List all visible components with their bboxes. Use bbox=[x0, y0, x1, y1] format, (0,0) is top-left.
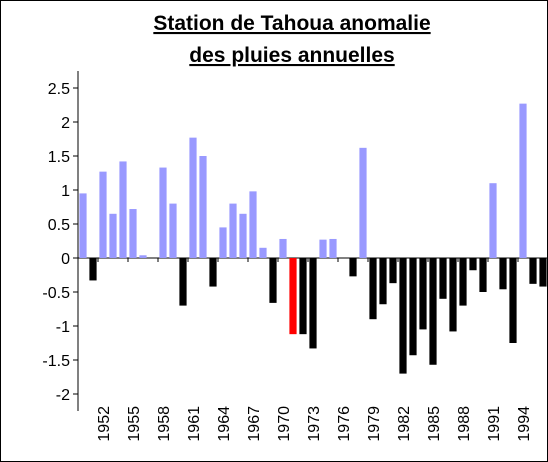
bar bbox=[349, 258, 357, 277]
bar bbox=[499, 258, 507, 290]
x-tick-label: 1955 bbox=[126, 406, 143, 442]
bar bbox=[369, 258, 377, 320]
bar bbox=[429, 258, 437, 365]
bar bbox=[129, 209, 137, 258]
y-tick-label: -1.5 bbox=[42, 353, 70, 370]
bar bbox=[529, 258, 537, 284]
bar bbox=[399, 258, 407, 374]
bar bbox=[219, 227, 227, 258]
bar bbox=[249, 191, 257, 258]
y-tick-label: -0.5 bbox=[42, 285, 70, 302]
bar bbox=[199, 156, 207, 258]
x-tick-label: 1964 bbox=[216, 406, 233, 442]
bar bbox=[99, 171, 107, 258]
bar bbox=[309, 258, 317, 349]
bar bbox=[139, 255, 147, 258]
x-tick-label: 1973 bbox=[306, 406, 323, 442]
bar bbox=[519, 103, 527, 258]
x-tick-label: 1967 bbox=[246, 406, 263, 442]
bar bbox=[289, 258, 297, 335]
bar bbox=[259, 247, 267, 258]
bar bbox=[489, 183, 497, 258]
bar bbox=[159, 167, 167, 258]
bar bbox=[509, 258, 517, 343]
bar bbox=[379, 258, 387, 305]
y-tick-label: 0.5 bbox=[48, 217, 70, 234]
x-tick-label: 1958 bbox=[156, 406, 173, 442]
bar bbox=[459, 258, 467, 306]
bar bbox=[439, 258, 447, 299]
chart-title: des pluies annuelles bbox=[189, 44, 394, 67]
bar bbox=[539, 258, 547, 287]
x-tick-label: 1976 bbox=[336, 406, 353, 442]
bar bbox=[279, 238, 287, 258]
bar bbox=[299, 258, 307, 335]
bar bbox=[79, 193, 87, 258]
bar bbox=[409, 258, 417, 356]
bar bbox=[449, 258, 457, 332]
bar bbox=[239, 213, 247, 258]
y-tick-label: -2 bbox=[56, 387, 70, 404]
x-tick-label: 1988 bbox=[456, 406, 473, 442]
y-tick-label: 2 bbox=[61, 115, 70, 132]
bar bbox=[89, 258, 97, 281]
bar bbox=[179, 258, 187, 306]
y-tick-label: 0 bbox=[61, 251, 70, 268]
x-tick-label: 1961 bbox=[186, 406, 203, 442]
y-tick-label: 1.5 bbox=[48, 149, 70, 166]
y-tick-label: 1 bbox=[61, 183, 70, 200]
bar bbox=[389, 258, 397, 284]
bar bbox=[479, 258, 487, 292]
x-tick-label: 1991 bbox=[486, 406, 503, 442]
bar bbox=[319, 239, 327, 258]
x-tick-label: 1994 bbox=[516, 406, 533, 442]
bar bbox=[269, 258, 277, 303]
bar bbox=[209, 258, 217, 287]
x-tick-label: 1982 bbox=[396, 406, 413, 442]
bar bbox=[119, 161, 127, 258]
bar bbox=[189, 137, 197, 258]
bar bbox=[169, 203, 177, 258]
y-tick-label: 2.5 bbox=[48, 81, 70, 98]
bar bbox=[469, 258, 477, 271]
bar bbox=[229, 203, 237, 258]
x-tick-label: 1979 bbox=[366, 406, 383, 442]
x-tick-label: 1970 bbox=[276, 406, 293, 442]
bar bbox=[109, 213, 117, 258]
y-tick-label: -1 bbox=[56, 319, 70, 336]
chart-title: Station de Tahoua anomalie bbox=[153, 12, 430, 35]
x-tick-label: 1952 bbox=[96, 406, 113, 442]
bar bbox=[419, 258, 427, 330]
bar bbox=[359, 147, 367, 258]
x-tick-label: 1985 bbox=[426, 406, 443, 442]
bar bbox=[329, 238, 337, 258]
